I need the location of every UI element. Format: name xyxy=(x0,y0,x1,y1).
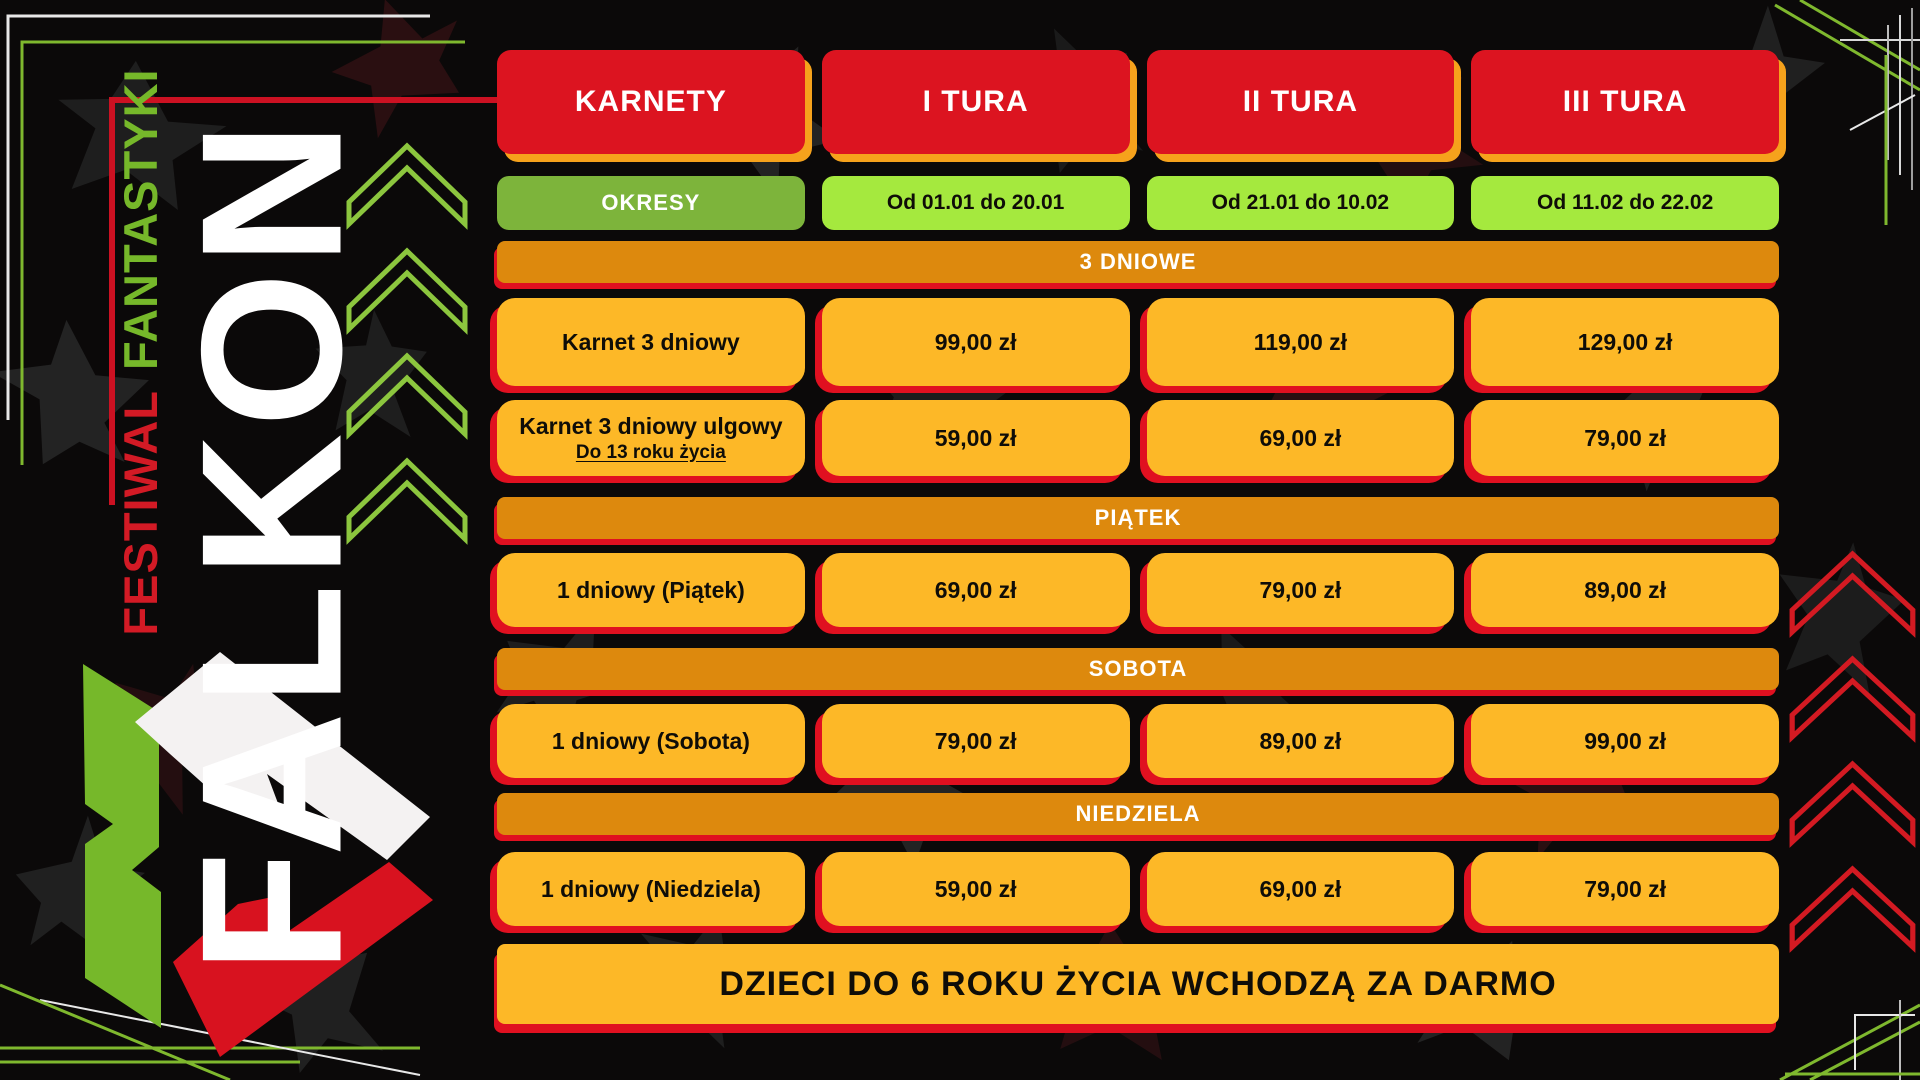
corner-frame-top-right xyxy=(1774,0,1920,225)
corner-frame-bottom-right xyxy=(1779,1000,1920,1080)
header-tura-1: I TURA xyxy=(821,50,1130,154)
table-row: 1 dniowy (Piątek) 69,00 zł 79,00 zł 89,0… xyxy=(497,553,1779,627)
table-row: Karnet 3 dniowy 99,00 zł 119,00 zł 129,0… xyxy=(497,298,1779,386)
price-cell: 99,00 zł xyxy=(821,298,1130,386)
header-karnety: KARNETY xyxy=(497,50,805,154)
page-title: FALKON xyxy=(160,115,384,974)
header-tura-2: II TURA xyxy=(1146,50,1455,154)
price-cell: 89,00 zł xyxy=(1146,704,1455,778)
price-cell: 79,00 zł xyxy=(1471,852,1779,926)
row-name-1-dniowy-piatek: 1 dniowy (Piątek) xyxy=(497,553,805,627)
period-tura-1: Od 01.01 do 20.01 xyxy=(821,176,1130,230)
price-cell: 119,00 zł xyxy=(1146,298,1455,386)
price-cell: 59,00 zł xyxy=(821,852,1130,926)
table-row: 1 dniowy (Sobota) 79,00 zł 89,00 zł 99,0… xyxy=(497,704,1779,778)
period-tura-3: Od 11.02 do 22.02 xyxy=(1471,176,1779,230)
row-name-1-dniowy-sobota: 1 dniowy (Sobota) xyxy=(497,704,805,778)
header-tura-3: III TURA xyxy=(1471,50,1779,154)
row-name-karnet-3-dniowy: Karnet 3 dniowy xyxy=(497,298,805,386)
free-entry-banner: DZIECI DO 6 ROKU ŻYCIA WCHODZĄ ZA DARMO xyxy=(497,944,1779,1024)
row-age-note: Do 13 roku życia xyxy=(575,441,726,463)
falkon-logo xyxy=(83,652,433,1057)
section-band-niedziela: NIEDZIELA xyxy=(497,793,1779,835)
row-name-karnet-3-dniowy-ulgowy: Karnet 3 dniowy ulgowy Do 13 roku życia xyxy=(497,400,805,476)
price-cell: 79,00 zł xyxy=(1471,400,1779,476)
section-band-sobota: SOBOTA xyxy=(497,648,1779,690)
table-row: 1 dniowy (Niedziela) 59,00 zł 69,00 zł 7… xyxy=(497,852,1779,926)
row-name-1-dniowy-niedziela: 1 dniowy (Niedziela) xyxy=(497,852,805,926)
price-cell: 59,00 zł xyxy=(821,400,1130,476)
periods-row: OKRESY Od 01.01 do 20.01 Od 21.01 do 10.… xyxy=(497,176,1779,230)
header-row: KARNETY I TURA II TURA III TURA xyxy=(497,50,1779,154)
table-row: Karnet 3 dniowy ulgowy Do 13 roku życia … xyxy=(497,400,1779,476)
price-cell: 99,00 zł xyxy=(1471,704,1779,778)
price-cell: 79,00 zł xyxy=(821,704,1130,778)
price-cell: 129,00 zł xyxy=(1471,298,1779,386)
festival-word-fantastyki: FANTASTYKI xyxy=(113,68,167,370)
price-cell: 69,00 zł xyxy=(821,553,1130,627)
price-cell: 69,00 zł xyxy=(1146,852,1455,926)
price-cell: 69,00 zł xyxy=(1146,400,1455,476)
corner-frame-top-left xyxy=(6,14,515,505)
period-tura-2: Od 21.01 do 10.02 xyxy=(1146,176,1455,230)
price-table: KARNETY I TURA II TURA III TURA OKRESY O… xyxy=(497,50,1779,1024)
section-band-3dniowe: 3 DNIOWE xyxy=(497,241,1779,283)
section-band-piatek: PIĄTEK xyxy=(497,497,1779,539)
festival-word-festiwal: FESTIWAL xyxy=(113,390,167,636)
periods-label: OKRESY xyxy=(497,176,805,230)
price-cell: 79,00 zł xyxy=(1146,553,1455,627)
row-name-label: Karnet 3 dniowy ulgowy xyxy=(519,412,783,439)
price-cell: 89,00 zł xyxy=(1471,553,1779,627)
corner-frame-bottom-left xyxy=(0,983,421,1080)
